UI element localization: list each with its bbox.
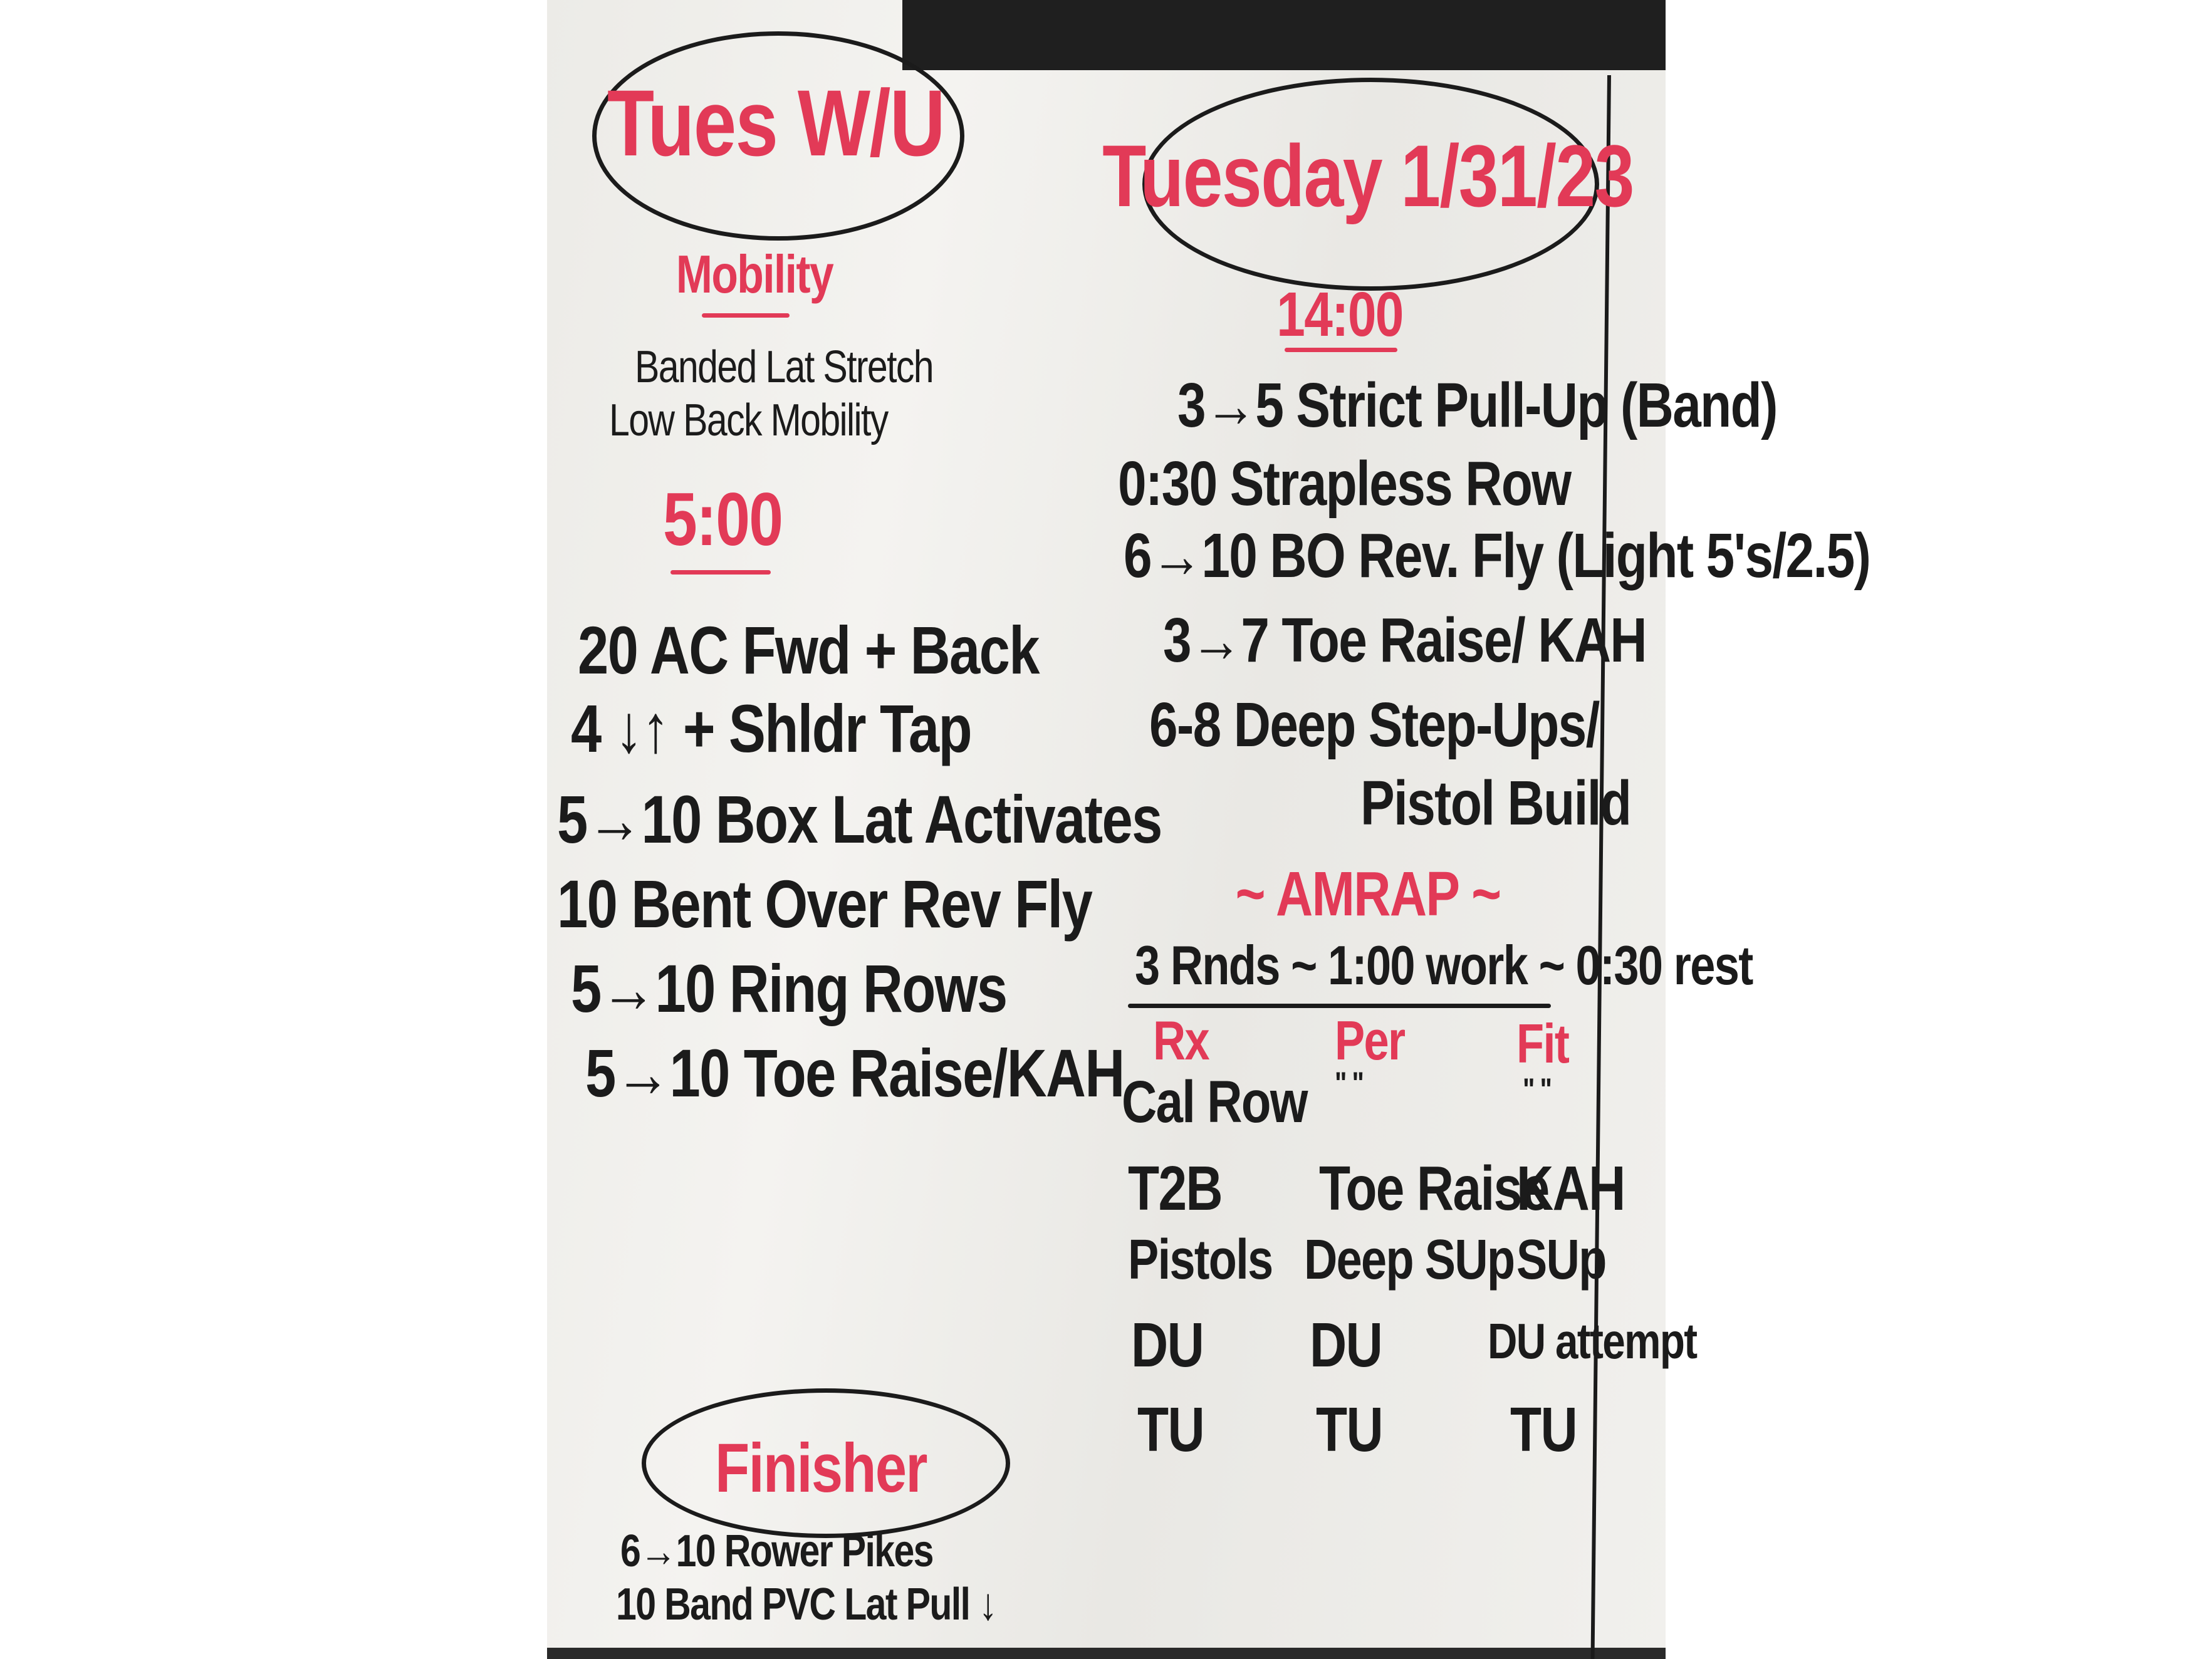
warmup-item: 20 AC Fwd + Back [578,612,1040,688]
table-cell: T2B [1128,1153,1223,1224]
workout-title-cloud [1142,78,1599,291]
finisher-item: 6→10 Rower Pikes [620,1526,934,1576]
workout-item: Pistol Build [1360,768,1632,838]
warmup-title-cloud [592,31,964,241]
table-cell: KAH [1516,1153,1625,1224]
workout-item: 6-8 Deep Step-Ups/ [1149,690,1600,760]
mobility-item: Banded Lat Stretch [635,342,934,392]
finisher-title: Finisher [715,1430,927,1507]
workout-time: 14:00 [1276,279,1404,350]
workout-time-underline [1285,348,1397,352]
table-cell: Cal Row [1122,1069,1308,1135]
warmup-item: 5→10 Toe Raise/KAH [585,1035,1125,1111]
table-cell: Pistols [1128,1229,1273,1291]
mobility-heading: Mobility [676,245,834,304]
mobility-underline [702,313,790,318]
mobility-item: Low Back Mobility [609,395,889,445]
board-frame-bottom [547,1648,1666,1659]
amrap-divider [1128,1004,1551,1008]
table-cell: DU [1131,1310,1204,1380]
column-header-per: Per [1335,1009,1406,1071]
table-cell: Deep SUp [1304,1229,1515,1291]
workout-item: 3→7 Toe Raise/ KAH [1163,605,1647,675]
table-cell: DU [1310,1310,1383,1380]
warmup-time-underline [670,570,771,575]
table-cell: Toe Raise [1319,1153,1550,1224]
table-cell: DU attempt [1488,1313,1698,1369]
warmup-item: 5→10 Ring Rows [571,950,1008,1026]
amrap-heading: ~ AMRAP ~ [1235,859,1501,929]
warmup-time: 5:00 [663,477,783,561]
table-cell: TU [1316,1395,1384,1465]
table-cell: " " [1523,1072,1552,1107]
table-cell: TU [1137,1395,1205,1465]
column-header-fit: Fit [1516,1012,1570,1074]
finisher-cloud [642,1388,1010,1538]
workout-title: Tuesday 1/31/23 [1102,127,1634,225]
warmup-item: 5→10 Box Lat Activates [557,781,1162,857]
workout-item: 6→10 BO Rev. Fly (Light 5's/2.5) [1124,521,1871,591]
table-cell: " " [1335,1066,1364,1101]
board-frame-top [902,0,1666,70]
amrap-scheme: 3 Rnds ~ 1:00 work ~ 0:30 rest [1135,934,1753,996]
workout-item: 0:30 Strapless Row [1118,449,1572,519]
finisher-item: 10 Band PVC Lat Pull ↓ [616,1579,998,1630]
warmup-item: 4 ↓↑ + Shldr Tap [571,690,973,766]
warmup-title: Tues W/U [607,70,946,175]
table-cell: SUp [1516,1229,1607,1291]
table-cell: TU [1510,1395,1578,1465]
workout-item: 3→5 Strict Pull-Up (Band) [1177,370,1778,440]
warmup-item: 10 Bent Over Rev Fly [557,866,1093,942]
column-header-rx: Rx [1153,1009,1210,1071]
